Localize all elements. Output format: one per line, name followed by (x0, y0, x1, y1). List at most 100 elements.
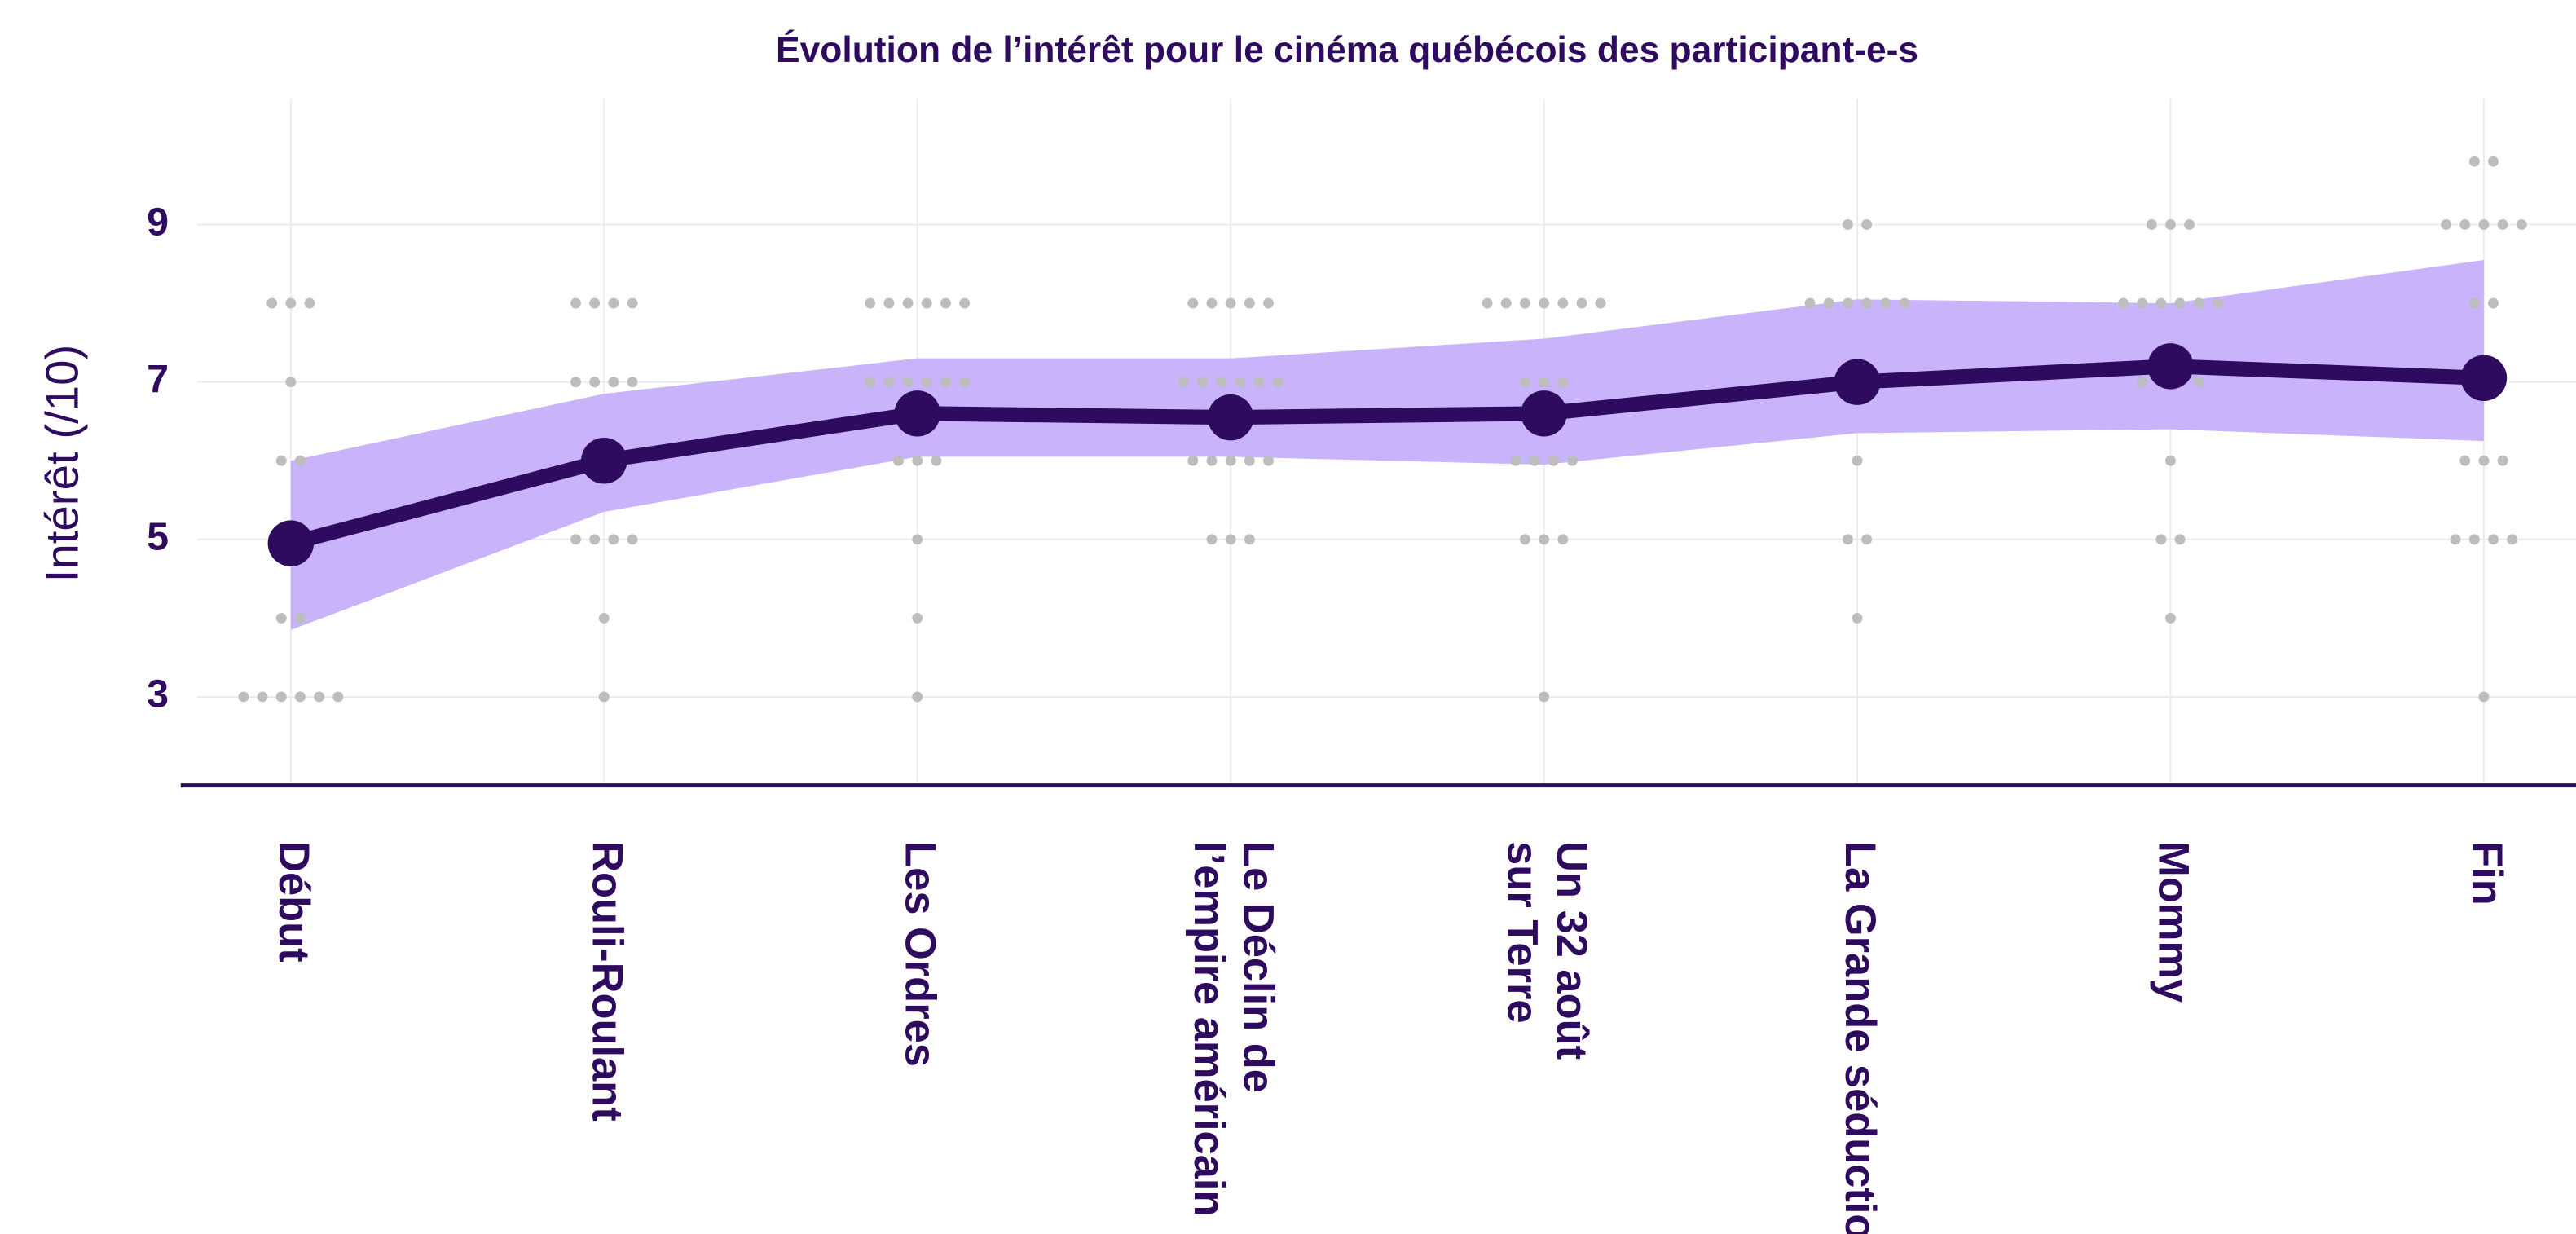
response-dot (2459, 455, 2471, 466)
response-dot (2155, 297, 2167, 309)
x-tick-label: Fin (2463, 841, 2510, 906)
response-dot (1519, 534, 1530, 545)
response-dot (940, 377, 951, 388)
response-dot (1244, 534, 1255, 545)
y-axis-label: Intérêt (/10) (37, 345, 88, 583)
response-dot (1557, 534, 1569, 545)
response-dot (266, 297, 278, 309)
response-dot (1880, 297, 1891, 309)
response-dot (1225, 534, 1236, 545)
response-dot (1206, 297, 1218, 309)
response-dot (1510, 455, 1521, 466)
response-dot (608, 297, 619, 309)
response-dot (1899, 297, 1910, 309)
response-dot (1519, 377, 1530, 388)
mean-marker (267, 520, 315, 566)
response-dot (2468, 534, 2480, 545)
response-dot (959, 297, 971, 309)
mean-marker (581, 438, 627, 484)
response-dot (1244, 297, 1255, 309)
response-dot (285, 297, 297, 309)
mean-marker (1207, 394, 1254, 441)
x-tick-label-line: sur Terre (1499, 841, 1546, 1023)
x-tick-label-line: Fin (2463, 841, 2510, 906)
x-tick-label-line: Un 32 août (1548, 841, 1595, 1060)
response-dot (912, 691, 923, 703)
response-dot (1482, 297, 1493, 309)
response-dot (1244, 455, 1255, 466)
response-dot (2478, 219, 2490, 230)
response-dot (589, 534, 601, 545)
response-dot (1861, 297, 1873, 309)
response-dot (1861, 219, 1873, 230)
x-tick-label-line: Mommy (2150, 841, 2197, 1003)
response-dot (1206, 534, 1218, 545)
response-dot (883, 297, 895, 309)
response-dot (2441, 219, 2451, 230)
x-tick-label: La Grande séduction (1836, 841, 1883, 1234)
response-dot (2193, 377, 2204, 388)
response-dot (1225, 297, 1236, 309)
response-dot (2450, 534, 2461, 545)
y-tick-label: 3 (147, 672, 169, 716)
response-dot (1263, 297, 1274, 309)
x-tick-label-line: l’empire américain (1185, 841, 1232, 1216)
response-dot (1529, 455, 1540, 466)
response-dot (1852, 612, 1863, 624)
x-tick-label: Le Déclin del’empire américain (1185, 841, 1281, 1216)
response-dot (1539, 377, 1550, 388)
mean-marker (894, 390, 940, 437)
response-dot (921, 377, 932, 388)
response-dot (865, 377, 876, 388)
response-dot (2516, 219, 2527, 230)
mean-marker (2147, 343, 2194, 390)
response-dot (1253, 377, 1265, 388)
response-dot (1196, 377, 1208, 388)
response-dot (1595, 297, 1606, 309)
response-dot (257, 691, 268, 703)
response-dot (1576, 297, 1587, 309)
y-tick-label: 5 (147, 515, 169, 559)
response-dot (1539, 297, 1550, 309)
x-tick-label: Début (270, 841, 317, 962)
response-dot (1566, 455, 1578, 466)
response-dot (2468, 156, 2480, 167)
response-dot (1178, 377, 1189, 388)
response-dot (2165, 612, 2176, 624)
response-dot (940, 297, 951, 309)
response-dot (1557, 377, 1569, 388)
response-dot (1539, 534, 1550, 545)
response-dot (627, 297, 638, 309)
response-dot (294, 691, 306, 703)
response-dot (304, 297, 315, 309)
response-dot (2488, 156, 2499, 167)
response-dot (2468, 297, 2480, 309)
response-dot (1823, 297, 1834, 309)
x-tick-label-line: Rouli-Roulant (583, 841, 630, 1121)
response-dot (570, 297, 581, 309)
response-dot (598, 612, 610, 624)
response-dot (2165, 455, 2176, 466)
response-dot (1187, 455, 1199, 466)
chart-title: Évolution de l’intérêt pour le cinéma qu… (776, 29, 1918, 70)
response-dot (865, 297, 876, 309)
response-dot (1263, 455, 1274, 466)
response-dot (1235, 377, 1246, 388)
response-dot (2137, 297, 2148, 309)
response-dot (1206, 455, 1218, 466)
x-tick-label-line: Les Ordres (896, 841, 944, 1067)
response-dot (2212, 297, 2223, 309)
response-dot (2137, 377, 2148, 388)
response-dot (2155, 534, 2167, 545)
response-dot (275, 612, 287, 624)
response-dot (275, 691, 287, 703)
response-dot (2488, 534, 2499, 545)
response-dot (959, 377, 971, 388)
response-dot (285, 377, 297, 388)
response-dot (931, 455, 942, 466)
response-dot (2118, 297, 2129, 309)
x-tick-label: Les Ordres (896, 841, 944, 1067)
x-tick-label: Rouli-Roulant (583, 841, 630, 1121)
x-tick-label-line: La Grande séduction (1836, 841, 1883, 1234)
response-dot (1216, 377, 1227, 388)
